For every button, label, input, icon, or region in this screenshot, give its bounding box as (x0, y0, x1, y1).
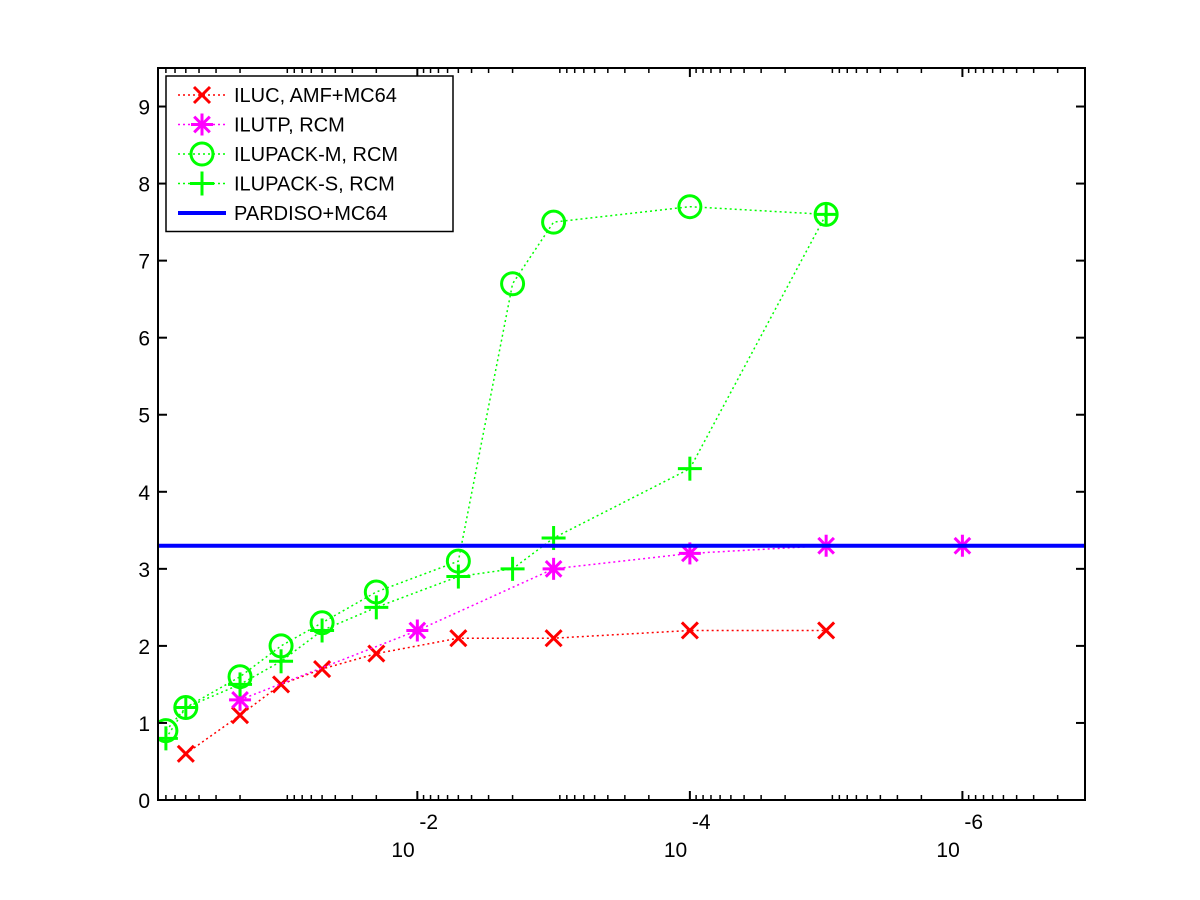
data-point-0-2 (272, 675, 291, 694)
legend-label: ILUTP, RCM (234, 115, 345, 137)
data-point-0-8 (817, 621, 836, 640)
y-tick-label: 8 (138, 174, 150, 197)
data-point-2-9 (677, 194, 703, 220)
data-point-3-10 (814, 202, 839, 227)
series-group (158, 194, 1110, 763)
legend-entry-3: ILUPACK-S, RCM (178, 171, 395, 196)
data-point-1-2 (542, 557, 565, 580)
data-point-3-4 (310, 618, 335, 643)
legend-entry-4: PARDISO+MC64 (178, 203, 388, 225)
x-tick-label-base: 10 (664, 839, 687, 862)
data-point-3-9 (677, 456, 702, 481)
data-point-1-0 (229, 688, 252, 711)
data-point-2-8 (541, 209, 567, 235)
data-point-3-1 (173, 695, 198, 720)
y-tick-label: 4 (138, 482, 150, 505)
legend-marker (192, 85, 212, 105)
series-line-2 (165, 205, 827, 732)
data-point-0-7 (680, 621, 699, 640)
data-point-1-6 (1088, 535, 1110, 557)
legend-entry-2: ILUPACK-M, RCM (178, 141, 398, 167)
data-point-0-0 (176, 744, 195, 763)
x-tick-label-exponent: -4 (692, 811, 711, 834)
y-tick-label: 6 (138, 328, 150, 351)
legend-marker (189, 141, 215, 167)
series-line-1 (239, 544, 1085, 701)
legend-marker (191, 113, 213, 136)
legend-entry-0: ILUC, AMF+MC64 (178, 85, 397, 107)
legend-marker (190, 171, 214, 196)
series-line-0 (185, 629, 827, 755)
y-tick-label: 3 (138, 559, 150, 582)
data-point-0-1 (230, 706, 250, 725)
legend-label: ILUC, AMF+MC64 (234, 85, 397, 107)
y-tick-label: 1 (138, 713, 150, 736)
y-tick-label: 0 (138, 790, 150, 813)
y-tick-label: 2 (138, 636, 150, 659)
legend-entry-1: ILUTP, RCM (178, 113, 345, 137)
data-point-3-2 (228, 672, 253, 697)
data-point-3-3 (269, 649, 294, 674)
data-point-3-7 (500, 556, 525, 581)
data-point-2-7 (500, 271, 526, 297)
legend-label: ILUPACK-S, RCM (234, 174, 395, 196)
legend-label: PARDISO+MC64 (234, 203, 388, 225)
x-tick-label-exponent: -2 (419, 811, 438, 834)
y-tick-label: 5 (138, 405, 150, 428)
data-point-3-6 (446, 564, 471, 589)
data-point-0-3 (313, 659, 332, 679)
legend-label: ILUPACK-M, RCM (234, 144, 398, 166)
data-point-1-1 (406, 619, 429, 642)
data-point-3-5 (364, 595, 389, 620)
legend: ILUC, AMF+MC64 ILUTP, RCM ILUPACK-M, RCM IL… (165, 75, 454, 233)
y-tick-label: 9 (138, 97, 150, 120)
plot-area (158, 194, 1110, 763)
x-tick-label-base: 10 (936, 839, 959, 862)
series-line-3 (165, 214, 827, 739)
data-point-0-5 (449, 629, 468, 648)
data-point-0-6 (544, 629, 563, 648)
x-tick-label-base: 10 (391, 839, 414, 862)
y-tick-label: 7 (138, 251, 150, 274)
plot-frame (157, 67, 1086, 801)
data-point-3-0 (158, 726, 178, 751)
x-tick-label-exponent: -6 (964, 811, 983, 834)
